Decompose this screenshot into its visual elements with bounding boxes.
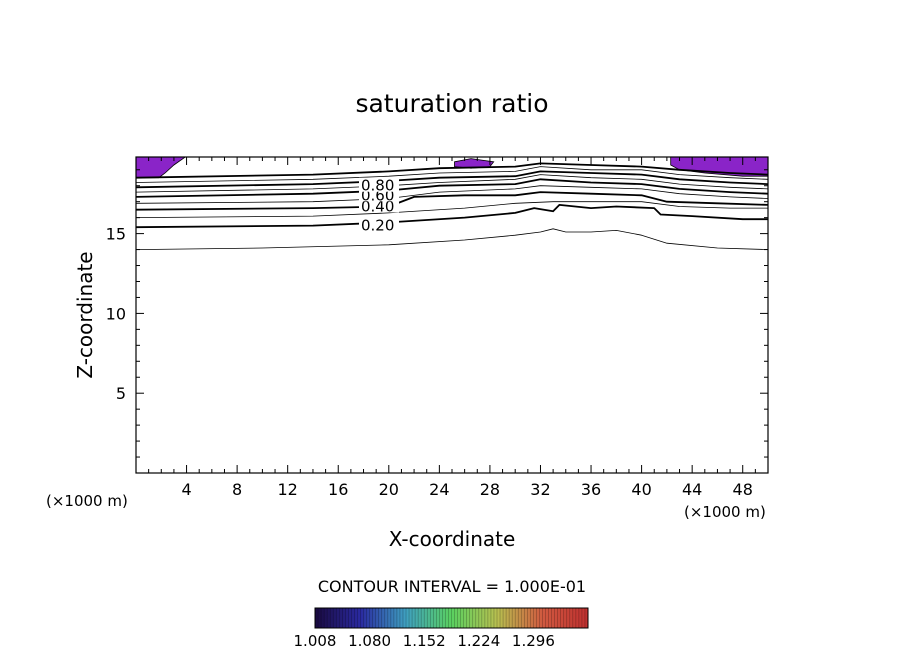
y-tick-label: 10: [106, 304, 126, 323]
contour-line: [136, 201, 768, 218]
x-tick-label: 40: [631, 480, 651, 499]
shaded-region: [136, 157, 186, 179]
colorbar-tick-label: 1.296: [512, 632, 555, 650]
contour-label: 0.40: [361, 197, 394, 215]
contour-lines: [136, 162, 768, 250]
contour-label-bg: [358, 177, 399, 192]
contour-line: [136, 228, 768, 250]
contour-line: [136, 166, 768, 183]
y-tick-label: 5: [116, 384, 126, 403]
x-tick-label: 36: [581, 480, 601, 499]
x-axis-label: X-coordinate: [389, 527, 516, 551]
chart-title: saturation ratio: [355, 89, 548, 118]
plot-frame: [135, 156, 769, 474]
x-unit-left: (×1000 m): [46, 492, 128, 510]
x-tick-label: 32: [530, 480, 550, 499]
x-unit-right: (×1000 m): [684, 503, 766, 521]
x-tick-label: 28: [480, 480, 500, 499]
contour-label-bg: [358, 217, 399, 232]
y-axis-label: Z-coordinate: [73, 251, 97, 378]
y-tick-label: 15: [106, 225, 126, 244]
contour-label: 0.80: [361, 177, 394, 195]
x-tick-label: 4: [181, 480, 191, 499]
contour-line: [136, 203, 768, 229]
y-axis: 5 10 15: [106, 169, 768, 458]
contour-label-bg: [358, 198, 399, 213]
x-axis: 4 8 12 16 20 24 28 32 36 40 44 48: [148, 157, 756, 499]
x-tick-label: 20: [379, 480, 399, 499]
colorbar-tick-label: 1.224: [457, 632, 500, 650]
contour-label: 0.20: [361, 217, 394, 235]
colorbar-tick-label: 1.008: [294, 632, 337, 650]
colorbar-tick-label: 1.152: [403, 632, 446, 650]
colorbar-tick-label: 1.080: [348, 632, 391, 650]
x-tick-label: 12: [278, 480, 298, 499]
x-tick-label: 16: [328, 480, 348, 499]
x-tick-label: 24: [429, 480, 449, 499]
colorbar-stripes: [317, 608, 586, 628]
contour-labels: 0.200.400.600.80: [358, 177, 399, 235]
colorbar-labels: 1.008 1.080 1.152 1.224 1.296: [294, 632, 555, 650]
x-tick-label: 8: [232, 480, 242, 499]
x-tick-label: 48: [733, 480, 753, 499]
x-tick-label: 44: [682, 480, 702, 499]
contour-interval-text: CONTOUR INTERVAL = 1.000E-01: [318, 577, 586, 596]
colorbar: [314, 607, 589, 629]
